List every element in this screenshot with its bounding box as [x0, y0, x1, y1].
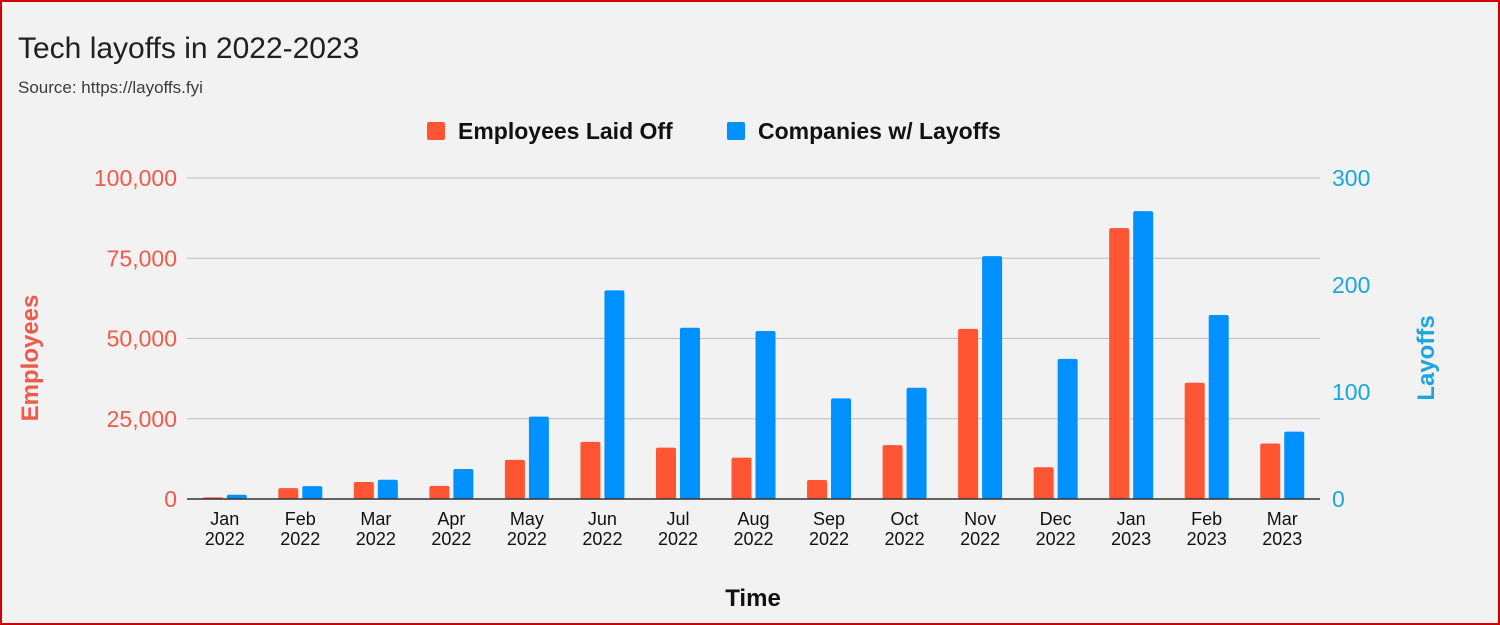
y-axis-title-right: Layoffs [1413, 315, 1440, 400]
y-tick-label-right: 100 [1332, 379, 1370, 405]
bar-companies-with-layoffs [679, 327, 700, 499]
x-tick-label: Dec 2022 [1036, 509, 1076, 549]
x-tick-label: Aug 2022 [733, 509, 773, 549]
bar-companies-with-layoffs [1284, 431, 1305, 499]
x-tick-label: Mar 2023 [1262, 509, 1302, 549]
y-tick-label-left: 50,000 [107, 326, 177, 352]
x-tick-label: Jun 2022 [582, 509, 622, 549]
y-tick-label-left: 0 [164, 486, 177, 512]
y-tick-label-right: 300 [1332, 165, 1370, 191]
bar-companies-with-layoffs [755, 331, 776, 499]
x-tick-label: Jan 2022 [205, 509, 245, 549]
legend-employees-laid-off-swatch [427, 122, 445, 140]
bar-companies-with-layoffs [528, 416, 549, 499]
bar-employees-laid-off [1109, 228, 1130, 500]
y-tick-label-right: 0 [1332, 486, 1345, 512]
x-tick-label: Mar 2022 [356, 509, 396, 549]
bar-companies-with-layoffs [226, 494, 247, 499]
bar-employees-laid-off [731, 457, 752, 499]
bar-companies-with-layoffs [604, 290, 625, 499]
bar-employees-laid-off [353, 481, 374, 499]
x-tick-label: May 2022 [507, 509, 547, 549]
x-tick-label: Nov 2022 [960, 509, 1000, 549]
y-tick-label-left: 75,000 [107, 245, 177, 271]
bar-companies-with-layoffs [831, 398, 852, 499]
x-tick-label: Oct 2022 [885, 509, 925, 549]
bar-companies-with-layoffs [1133, 211, 1154, 500]
y-tick-label-left: 100,000 [94, 165, 177, 191]
x-tick-label: Jul 2022 [658, 509, 698, 549]
bar-employees-laid-off [807, 480, 828, 499]
y-tick-label-right: 200 [1332, 272, 1370, 298]
x-tick-label: Apr 2022 [431, 509, 471, 549]
x-tick-label: Feb 2023 [1187, 509, 1227, 549]
y-axis-title-left: Employees [17, 295, 44, 422]
bar-companies-with-layoffs [906, 387, 927, 499]
bar-employees-laid-off [580, 441, 601, 499]
x-tick-label: Sep 2022 [809, 509, 849, 549]
legend-companies-with-layoffs-swatch [727, 122, 745, 140]
x-axis-title: Time [725, 585, 781, 612]
bar-companies-with-layoffs [1208, 314, 1229, 499]
bar-employees-laid-off [1184, 382, 1205, 499]
bar-companies-with-layoffs [982, 256, 1003, 499]
chart-title: Tech layoffs in 2022-2023 [18, 32, 360, 65]
bar-employees-laid-off [655, 447, 676, 499]
bar-companies-with-layoffs [377, 479, 398, 499]
bar-employees-laid-off [278, 488, 299, 499]
bar-companies-with-layoffs [302, 486, 323, 499]
bar-employees-laid-off [958, 328, 979, 499]
x-tick-label: Feb 2022 [280, 509, 320, 549]
bar-companies-with-layoffs [453, 469, 474, 499]
chart-subtitle: Source: https://layoffs.fyi [18, 78, 203, 97]
bar-employees-laid-off [882, 445, 903, 499]
y-tick-label-left: 25,000 [107, 406, 177, 432]
bar-employees-laid-off [1033, 467, 1054, 499]
x-tick-label: Jan 2023 [1111, 509, 1151, 549]
legend-employees-laid-off-label: Employees Laid Off [458, 118, 673, 144]
legend-companies-with-layoffs-label: Companies w/ Layoffs [758, 118, 1001, 144]
bar-employees-laid-off [1260, 443, 1281, 499]
bar-employees-laid-off [429, 485, 450, 499]
bar-employees-laid-off [504, 459, 525, 499]
bar-companies-with-layoffs [1057, 358, 1078, 499]
